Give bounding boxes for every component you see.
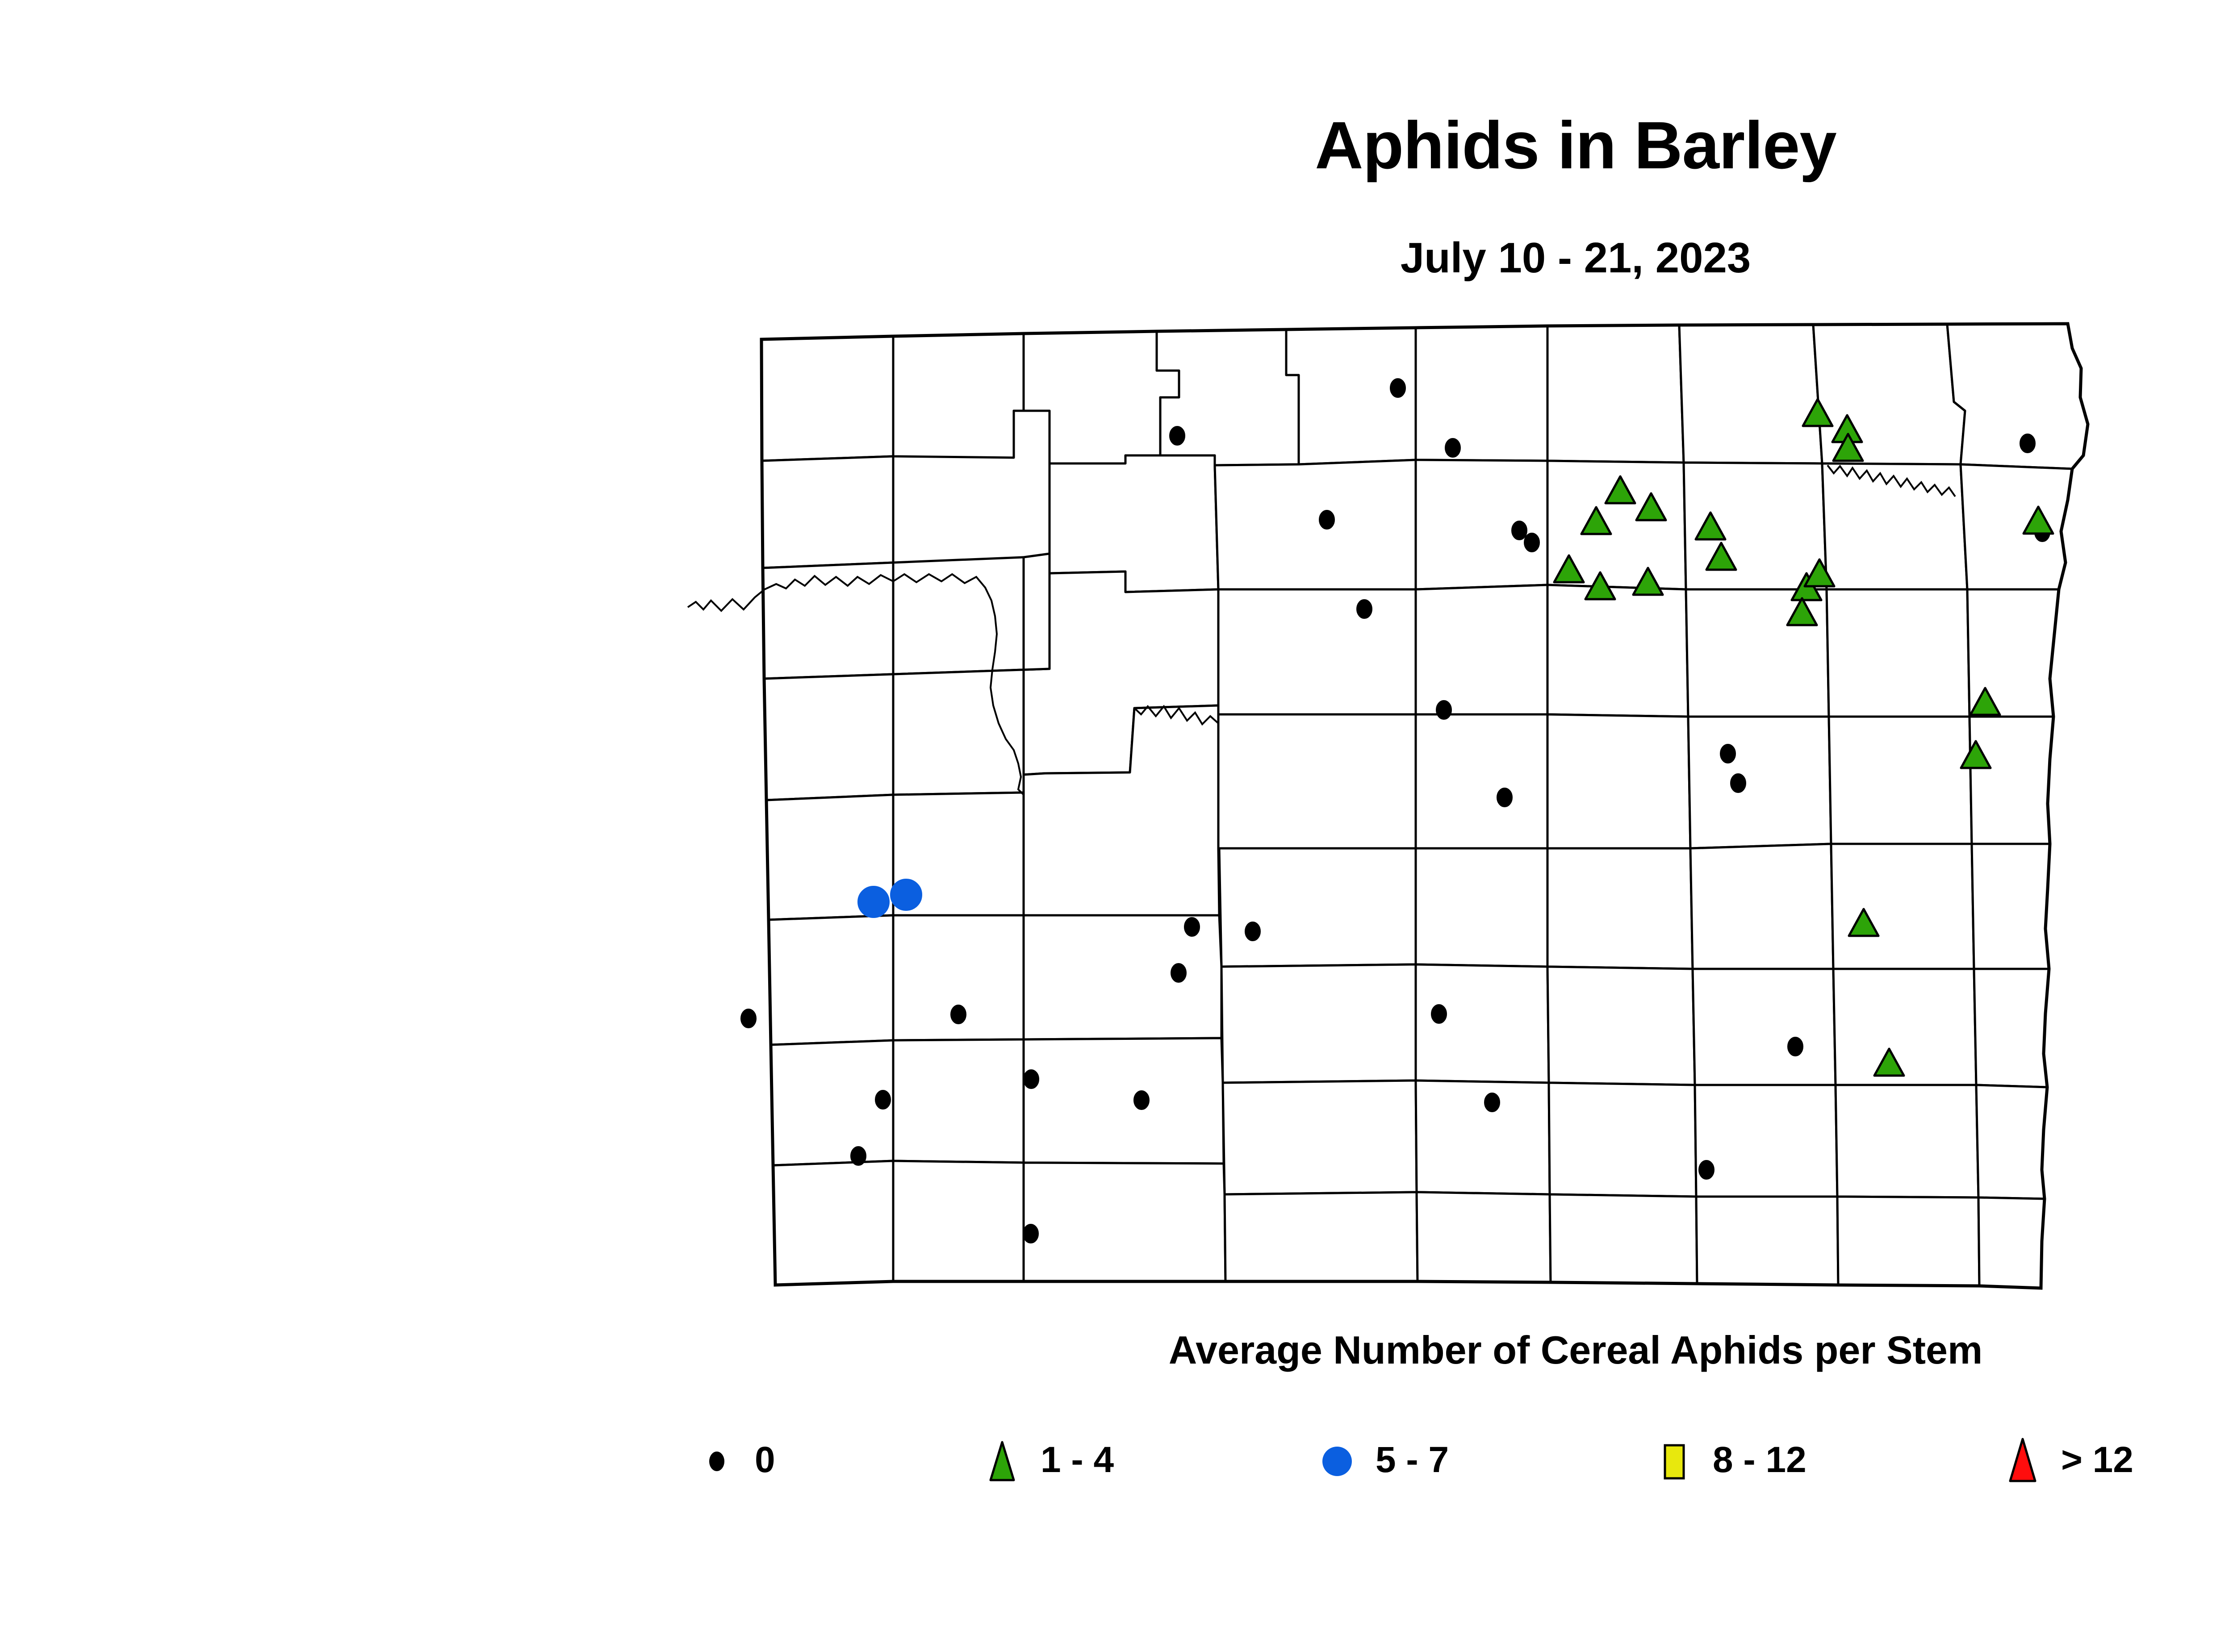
state-outline [760,322,2090,1290]
marker-one-to-four [1553,398,2054,1077]
legend-label-2: 5 - 7 [1376,1439,1449,1480]
legend-label-4: > 12 [2061,1439,2133,1480]
legend-item-3[interactable]: 8 - 12 [1655,1422,1806,1498]
legend-label-0: 0 [755,1439,775,1480]
lake-sakakawea [687,573,1219,796]
map-markers [740,378,2054,1243]
devils-lake [1827,464,1956,497]
legend-title: Average Number of Cereal Aphids per Stem [1168,1328,1983,1372]
legend-item-0[interactable]: 0 [697,1422,775,1498]
red-triangle-icon [2003,1427,2057,1493]
legend-item-2[interactable]: 5 - 7 [1317,1422,1449,1498]
marker-zero [740,378,2050,1243]
blue-circle-icon [1317,1427,1371,1493]
legend-label-1: 1 - 4 [1041,1439,1114,1480]
legend-item-1[interactable]: 1 - 4 [983,1422,1114,1498]
page-title: Aphids in Barley [1315,108,1837,183]
marker-five-to-seven [857,879,922,918]
legend: 0 1 - 4 5 - 7 8 - 12 > 12 [697,1422,2215,1498]
yellow-square-icon [1655,1427,1708,1493]
page-subtitle: July 10 - 21, 2023 [1400,234,1751,282]
north-dakota-map [661,321,2233,1295]
map-counties [760,322,2089,1289]
legend-label-3: 8 - 12 [1713,1439,1806,1480]
black-dot-icon [697,1427,750,1493]
legend-item-4[interactable]: > 12 [2003,1422,2133,1498]
green-triangle-icon [983,1427,1036,1493]
